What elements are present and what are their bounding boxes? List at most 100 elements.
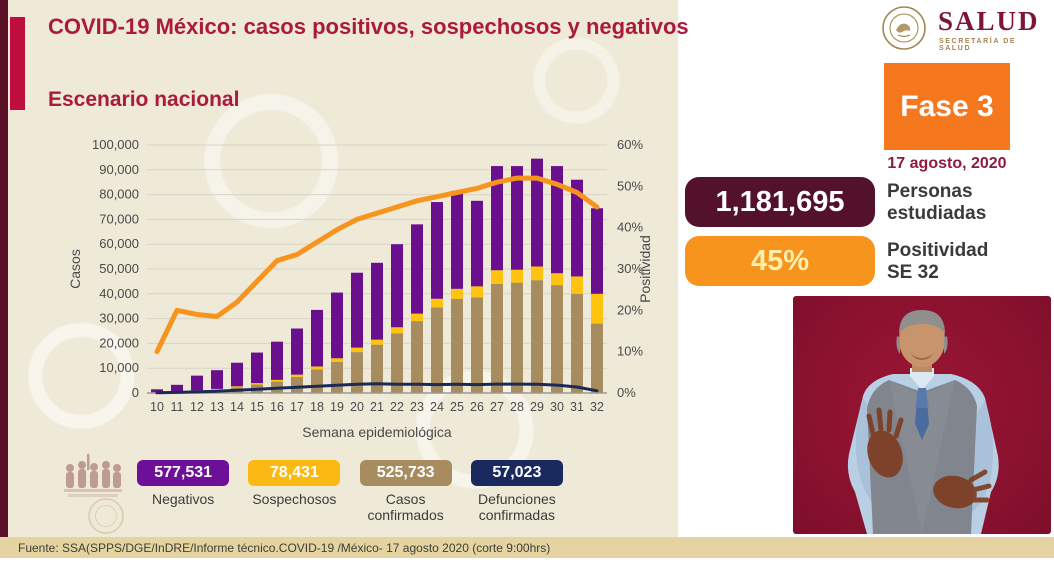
bar-casos-confirmados-week-27 xyxy=(491,283,503,393)
y-axis-tick-left: 0 xyxy=(132,385,139,400)
footer-bar: Fuente: SSA(SPPS/DGE/InDRE/Informe técni… xyxy=(0,537,1054,558)
y-axis-tick-left: 10,000 xyxy=(99,360,139,375)
legend-label: Casos confirmados xyxy=(367,491,444,524)
bar-negativos-week-17 xyxy=(291,328,303,375)
bar-casos-confirmados-week-28 xyxy=(511,282,523,393)
salud-secretaria-label: SECRETARÍA DE SALUD xyxy=(939,38,1017,52)
bar-sospechosos-week-23 xyxy=(411,313,423,322)
bar-sospechosos-week-30 xyxy=(551,273,563,286)
legend-value-badge: 78,431 xyxy=(248,460,341,486)
legend: 577,531 Negativos 78,431 Sospechosos 525,733… xyxy=(135,460,565,523)
bar-negativos-week-15 xyxy=(251,352,263,384)
y-axis-tick-left: 90,000 xyxy=(99,162,139,177)
legend-label: Negativos xyxy=(151,491,215,507)
x-axis-tick-week-28: 28 xyxy=(510,400,524,414)
bar-casos-confirmados-week-19 xyxy=(331,362,343,393)
y-axis-tick-left: 60,000 xyxy=(99,236,139,251)
phase-badge: Fase 3 xyxy=(884,63,1010,150)
bar-negativos-week-32 xyxy=(591,208,603,294)
legend-value-badge: 525,733 xyxy=(359,460,452,486)
bar-casos-confirmados-week-31 xyxy=(571,293,583,393)
national-scenario-chart: 0 10,000 20,000 30,000 40,000 50,000 60,000 70,… xyxy=(62,133,672,443)
salud-wordmark: SALUD xyxy=(938,6,1040,36)
bar-negativos-week-16 xyxy=(271,341,283,380)
bar-casos-confirmados-week-20 xyxy=(351,352,363,393)
legend-label: Defunciones confirmadas xyxy=(477,491,556,524)
interpreter-figure xyxy=(847,310,999,534)
x-axis-tick-week-30: 30 xyxy=(550,400,564,414)
y-axis-tick-left: 80,000 xyxy=(99,187,139,202)
bar-negativos-week-26 xyxy=(471,200,483,287)
bar-sospechosos-week-32 xyxy=(591,293,603,324)
bar-negativos-week-20 xyxy=(351,272,363,348)
source-text: Fuente: SSA(SPPS/DGE/InDRE/Informe técni… xyxy=(18,540,551,555)
bar-negativos-week-14 xyxy=(231,362,243,387)
x-axis-tick-week-29: 29 xyxy=(530,400,544,414)
bar-negativos-week-24 xyxy=(431,202,443,299)
bar-sospechosos-week-28 xyxy=(511,269,523,283)
bar-negativos-week-23 xyxy=(411,224,423,314)
x-axis-tick-week-31: 31 xyxy=(570,400,584,414)
bar-negativos-week-27 xyxy=(491,166,503,271)
bar-negativos-week-29 xyxy=(531,158,543,267)
x-axis-tick-week-14: 14 xyxy=(230,400,244,414)
x-axis-tick-week-10: 10 xyxy=(150,400,164,414)
y-axis-tick-right: 30% xyxy=(617,261,643,276)
x-axis-tick-week-11: 11 xyxy=(171,400,184,414)
bar-sospechosos-week-21 xyxy=(371,339,383,345)
bar-negativos-week-31 xyxy=(571,179,583,277)
persons-studied-badge: 1,181,695 xyxy=(685,177,875,227)
bar-casos-confirmados-week-32 xyxy=(591,323,603,393)
bar-sospechosos-week-31 xyxy=(571,276,583,294)
legend-item-defunciones: 57,023 Defunciones confirmadas xyxy=(469,460,565,523)
bar-sospechosos-week-14 xyxy=(231,386,243,388)
bar-sospechosos-week-26 xyxy=(471,286,483,298)
line-positividad xyxy=(154,175,600,355)
bar-sospechosos-week-15 xyxy=(251,383,263,385)
y-axis-tick-right: 40% xyxy=(617,220,643,235)
x-axis-tick-week-24: 24 xyxy=(430,400,444,414)
y-axis-title-left: Casos xyxy=(67,249,83,289)
x-axis-tick-week-18: 18 xyxy=(310,400,324,414)
persons-studied-label: Personas estudiadas xyxy=(887,181,987,224)
bar-sospechosos-week-17 xyxy=(291,374,303,377)
bar-sospechosos-week-22 xyxy=(391,327,403,334)
bar-sospechosos-week-20 xyxy=(351,347,363,353)
legend-item-casos: 525,733 Casos confirmados xyxy=(358,460,454,523)
bar-negativos-week-18 xyxy=(311,309,323,367)
y-axis-tick-right: 60% xyxy=(617,137,643,152)
legend-label: Sospechosos xyxy=(252,491,337,507)
y-axis-tick-right: 0% xyxy=(617,385,636,400)
x-axis-tick-week-13: 13 xyxy=(210,400,224,414)
eagle-seal-icon xyxy=(882,6,926,50)
bar-casos-confirmados-week-24 xyxy=(431,307,443,393)
page-subtitle: Escenario nacional xyxy=(48,88,240,111)
bar-casos-confirmados-week-29 xyxy=(531,280,543,393)
bar-negativos-week-22 xyxy=(391,244,403,328)
bar-sospechosos-week-13 xyxy=(211,388,223,390)
bar-sospechosos-week-19 xyxy=(331,358,343,362)
heroes-watermark-icon xyxy=(64,454,122,497)
bar-sospechosos-week-25 xyxy=(451,288,463,299)
bar-casos-confirmados-week-26 xyxy=(471,297,483,393)
positivity-label: Positividad SE 32 xyxy=(887,240,989,283)
bar-casos-confirmados-week-23 xyxy=(411,321,423,393)
bar-casos-confirmados-week-22 xyxy=(391,333,403,393)
y-axis-tick-left: 70,000 xyxy=(99,211,139,226)
x-axis-tick-week-15: 15 xyxy=(250,400,264,414)
bar-negativos-week-10 xyxy=(151,389,163,393)
bar-sospechosos-week-16 xyxy=(271,379,283,382)
bar-sospechosos-week-29 xyxy=(531,266,543,281)
bar-casos-confirmados-week-17 xyxy=(291,376,303,393)
bar-casos-confirmados-week-21 xyxy=(371,344,383,393)
line-defunciones-confirmadas xyxy=(155,382,599,395)
bar-casos-confirmados-week-30 xyxy=(551,285,563,393)
bar-sospechosos-week-24 xyxy=(431,298,443,308)
y-axis-tick-left: 30,000 xyxy=(99,311,139,326)
bar-sospechosos-week-27 xyxy=(491,270,503,284)
bar-negativos-week-12 xyxy=(191,375,203,391)
bar-negativos-week-30 xyxy=(551,166,563,274)
bar-negativos-week-25 xyxy=(451,190,463,289)
x-axis-tick-week-21: 21 xyxy=(370,400,384,414)
positivity-badge: 45% xyxy=(685,236,875,286)
